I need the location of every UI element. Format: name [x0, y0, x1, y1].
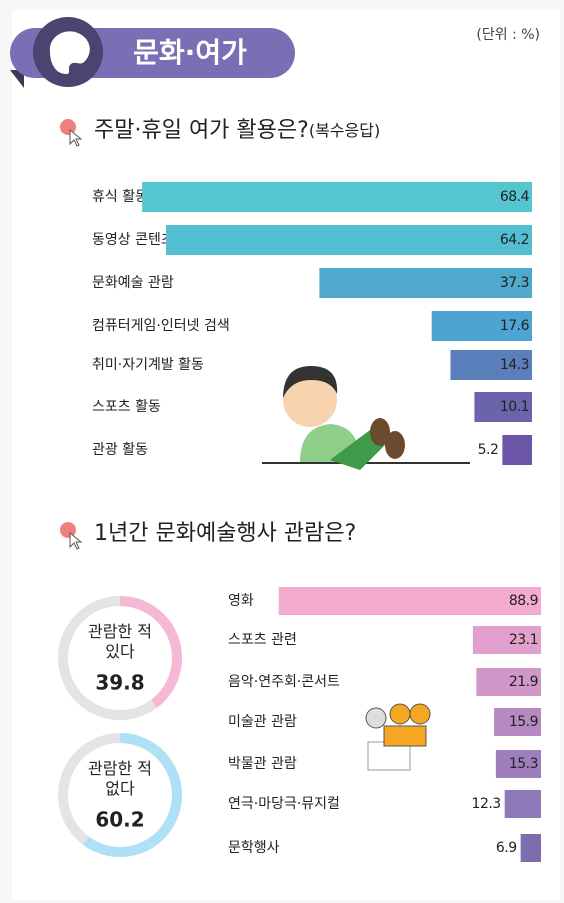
bar	[472, 626, 541, 654]
bar	[495, 750, 541, 778]
category-label: 영화	[228, 593, 254, 609]
value-label: 17.6	[500, 318, 530, 334]
section-title: 1년간 문화예술행사 관람은?	[94, 521, 356, 546]
donut-value: 60.2	[95, 808, 144, 832]
bar	[520, 834, 541, 862]
value-label: 14.3	[500, 357, 529, 373]
bar	[494, 708, 541, 736]
value-label: 23.1	[509, 632, 538, 648]
value-label: 21.9	[509, 674, 538, 690]
camera-illustration	[365, 703, 431, 771]
bar	[166, 225, 532, 255]
category-label: 컴퓨터게임·인터넷 검색	[92, 318, 230, 334]
bar	[431, 311, 532, 341]
donut-arc	[82, 733, 182, 857]
category-label: 문화예술 관람	[92, 275, 174, 291]
bar	[504, 790, 541, 818]
ribbon-fold	[10, 70, 24, 88]
cursor-icon	[69, 531, 83, 550]
value-label: 10.1	[500, 399, 529, 415]
section-subtitle: (복수응답)	[309, 121, 380, 140]
bar	[450, 350, 532, 380]
section-title-text: 주말·휴일 여가 활용은?	[94, 118, 309, 143]
bar	[474, 392, 532, 422]
value-label: 15.3	[509, 756, 538, 772]
category-label: 스포츠 활동	[92, 399, 161, 415]
section-title: 주말·휴일 여가 활용은?(복수응답)	[94, 118, 380, 143]
value-label: 64.2	[500, 232, 529, 248]
donut-label: 관람한 적 없다	[88, 759, 152, 798]
bar	[319, 268, 532, 298]
unit-label: (단위 : %)	[476, 27, 540, 43]
value-label: 12.3	[472, 796, 501, 812]
header-title: 문화·여가	[133, 36, 247, 69]
category-label: 미술관 관람	[228, 714, 297, 730]
bar	[142, 182, 532, 212]
cursor-icon	[69, 128, 83, 147]
value-label: 15.9	[509, 714, 538, 730]
donut-value: 39.8	[95, 671, 144, 695]
category-label: 스포츠 관련	[228, 632, 297, 648]
man-illustration	[262, 366, 470, 470]
value-label: 37.3	[500, 275, 529, 291]
donut-arc	[119, 596, 182, 708]
bar	[502, 435, 532, 465]
value-label: 6.9	[496, 840, 517, 856]
bar	[278, 587, 541, 615]
donut-label: 관람한 적 있다	[88, 622, 152, 661]
category-label: 연극·마당극·뮤지컬	[228, 796, 340, 812]
category-label: 휴식 활동	[92, 189, 148, 205]
category-label: 관광 활동	[92, 442, 148, 458]
category-label: 박물관 관람	[228, 756, 297, 772]
card	[12, 10, 560, 900]
bar	[476, 668, 541, 696]
category-label: 음악·연주회·콘서트	[228, 674, 340, 690]
category-label: 문학행사	[228, 840, 280, 856]
value-label: 5.2	[478, 442, 499, 458]
value-label: 88.9	[509, 593, 538, 609]
value-label: 68.4	[500, 189, 530, 205]
category-label: 취미·자기계발 활동	[92, 357, 204, 373]
palette-icon	[49, 31, 90, 74]
